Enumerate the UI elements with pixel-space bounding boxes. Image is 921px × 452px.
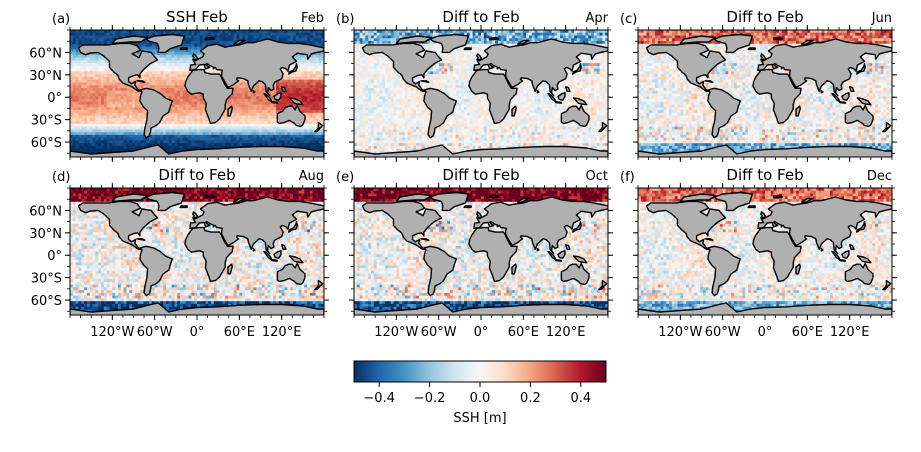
land-mass [821, 249, 823, 251]
lat-tick-label: 30°N [29, 227, 62, 242]
colorbar-tick-label: 0.4 [570, 391, 591, 406]
panel-month: Aug [299, 169, 324, 184]
colorbar-gradient [354, 361, 606, 382]
lon-tick-label: 60°E [508, 325, 539, 340]
land-mass [537, 91, 539, 93]
colorbar-tick-label: 0.2 [520, 391, 541, 406]
lon-tick-label: 120°W [374, 325, 418, 340]
ssh-field [638, 188, 892, 323]
lon-tick-label: 120°W [658, 325, 702, 340]
lon-tick-label: 0° [190, 325, 205, 340]
lon-tick-label: 60°E [224, 325, 255, 340]
land-mass [272, 102, 278, 104]
land-mass [272, 260, 278, 262]
land-mass [206, 38, 215, 40]
land-mass [774, 196, 783, 198]
land-mass [464, 48, 471, 50]
lon-tick-label: 120°E [262, 325, 302, 340]
land-mass [180, 48, 187, 50]
land-mass [748, 48, 755, 50]
lon-tick-label: 0° [474, 325, 489, 340]
colorbar-tick-label: −0.2 [414, 391, 446, 406]
colorbar: −0.4 −0.2 0.0 0.2 0.4 SSH [m] [354, 361, 606, 426]
lat-tick-label: 0° [47, 91, 62, 106]
map-panel: 60°N 30°N 0° 30°S 60°S SSH Feb (a) Feb [29, 8, 329, 165]
lon-tick-label: 120°E [546, 325, 586, 340]
lat-tick-label: 60°N [29, 46, 62, 61]
colorbar-tick-label: 0.0 [470, 391, 491, 406]
land-mass [490, 196, 499, 198]
panel-month: Jun [871, 11, 892, 26]
ssh-field [70, 188, 324, 323]
panel-month: Dec [867, 169, 892, 184]
lon-tick-label: 60°W [705, 325, 741, 340]
lon-tick-label: 60°W [421, 325, 457, 340]
land-mass [556, 102, 562, 104]
land-mass [556, 260, 562, 262]
panels: 60°N 30°N 0° 30°S 60°S SSH Feb (a) Feb Diff to F… [29, 8, 897, 340]
panel-title: Diff to Feb [726, 166, 803, 184]
ssh-field [638, 30, 892, 165]
panel-letter: (a) [52, 12, 70, 27]
lon-tick-label: 60°E [792, 325, 823, 340]
land-mass [464, 206, 471, 208]
lat-tick-label: 0° [47, 249, 62, 264]
panel-letter: (b) [336, 12, 354, 27]
panel-title: Diff to Feb [442, 8, 519, 26]
lat-tick-label: 30°N [29, 69, 62, 84]
land-mass [774, 38, 783, 40]
land-mass [206, 196, 215, 198]
lat-tick-label: 30°S [31, 272, 62, 287]
panel-letter: (c) [620, 12, 637, 27]
panel-title: Diff to Feb [442, 166, 519, 184]
land-mass [840, 102, 846, 104]
land-mass [537, 249, 539, 251]
panel-letter: (f) [620, 170, 635, 185]
panel-month: Oct [586, 169, 608, 184]
lat-tick-label: 30°S [31, 114, 62, 129]
ssh-field [354, 188, 608, 323]
lat-tick-label: 60°S [31, 136, 62, 151]
lat-tick-label: 60°S [31, 294, 62, 309]
panel-month: Apr [586, 11, 609, 26]
lon-tick-label: 120°E [830, 325, 870, 340]
lon-tick-label: 0° [758, 325, 773, 340]
lon-tick-label: 120°W [90, 325, 134, 340]
panel-month: Feb [301, 11, 324, 26]
panel-title: SSH Feb [166, 8, 228, 26]
land-mass [821, 91, 823, 93]
land-mass [840, 260, 846, 262]
map-panel: Diff to Feb (c) Jun [620, 8, 897, 165]
lat-tick-label: 60°N [29, 204, 62, 219]
land-mass [490, 38, 499, 40]
land-mass [748, 206, 755, 208]
land-mass [180, 206, 187, 208]
panel-title: Diff to Feb [726, 8, 803, 26]
lon-tick-label: 60°W [137, 325, 173, 340]
ssh-field [70, 30, 324, 165]
land-mass [253, 249, 255, 251]
colorbar-tick-label: −0.4 [363, 391, 395, 406]
colorbar-label: SSH [m] [453, 411, 506, 426]
panel-letter: (e) [336, 170, 354, 185]
ssh-field [354, 30, 608, 165]
land-mass [253, 91, 255, 93]
panel-title: Diff to Feb [158, 166, 235, 184]
panel-letter: (d) [52, 170, 70, 185]
map-panel: Diff to Feb (b) Apr [336, 8, 613, 165]
